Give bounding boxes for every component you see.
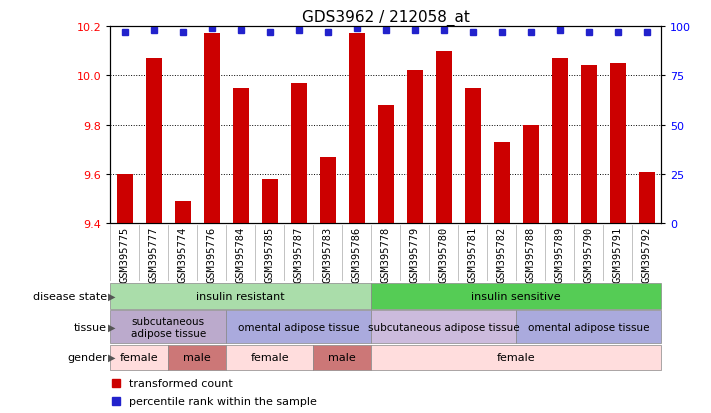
Bar <box>638 172 655 224</box>
Text: ▶: ▶ <box>108 322 116 332</box>
Text: GSM395779: GSM395779 <box>410 226 419 282</box>
Bar <box>378 106 394 224</box>
Bar <box>493 142 510 224</box>
Text: GSM395791: GSM395791 <box>613 226 623 282</box>
Text: insulin sensitive: insulin sensitive <box>471 291 561 301</box>
Text: subcutaneous adipose tissue: subcutaneous adipose tissue <box>368 322 520 332</box>
Text: GSM395774: GSM395774 <box>178 226 188 282</box>
Text: GSM395780: GSM395780 <box>439 226 449 282</box>
Text: male: male <box>183 352 211 362</box>
Text: transformed count: transformed count <box>129 378 233 388</box>
Text: disease state: disease state <box>33 291 107 301</box>
Text: GSM395789: GSM395789 <box>555 226 565 282</box>
Bar <box>465 88 481 224</box>
Text: subcutaneous
adipose tissue: subcutaneous adipose tissue <box>131 316 205 338</box>
Bar <box>204 34 220 224</box>
Bar <box>320 157 336 224</box>
Text: GSM395776: GSM395776 <box>207 226 217 282</box>
Text: male: male <box>328 352 356 362</box>
Text: omental adipose tissue: omental adipose tissue <box>528 322 649 332</box>
Bar <box>262 180 278 224</box>
Bar <box>110 283 371 309</box>
Bar <box>169 345 226 370</box>
Text: ▶: ▶ <box>108 352 116 362</box>
Text: GSM395777: GSM395777 <box>149 226 159 282</box>
Text: GSM395787: GSM395787 <box>294 226 304 282</box>
Text: GSM395781: GSM395781 <box>468 226 478 282</box>
Text: female: female <box>120 352 159 362</box>
Bar <box>552 59 567 224</box>
Bar <box>581 66 597 224</box>
Text: GSM395790: GSM395790 <box>584 226 594 282</box>
Text: gender: gender <box>67 352 107 362</box>
Bar <box>110 311 226 344</box>
Bar <box>175 202 191 224</box>
Text: percentile rank within the sample: percentile rank within the sample <box>129 396 317 406</box>
Text: GSM395775: GSM395775 <box>119 226 129 282</box>
Text: GSM395782: GSM395782 <box>497 226 507 282</box>
Bar <box>610 64 626 224</box>
Bar <box>371 311 516 344</box>
Bar <box>348 34 365 224</box>
Text: GSM395785: GSM395785 <box>264 226 274 282</box>
Text: GSM395788: GSM395788 <box>525 226 535 282</box>
Bar <box>291 83 306 224</box>
Text: GSM395783: GSM395783 <box>323 226 333 282</box>
Text: ▶: ▶ <box>108 291 116 301</box>
Bar <box>371 283 661 309</box>
Text: GSM395786: GSM395786 <box>352 226 362 282</box>
Bar <box>226 311 371 344</box>
Bar <box>516 311 661 344</box>
Text: omental adipose tissue: omental adipose tissue <box>238 322 360 332</box>
Text: insulin resistant: insulin resistant <box>196 291 285 301</box>
Bar <box>232 88 249 224</box>
Text: GSM395792: GSM395792 <box>642 226 652 282</box>
Text: female: female <box>497 352 535 362</box>
Bar <box>371 345 661 370</box>
Text: female: female <box>250 352 289 362</box>
Text: GSM395778: GSM395778 <box>380 226 391 282</box>
Bar <box>146 59 161 224</box>
Bar <box>407 71 423 224</box>
Bar <box>117 175 133 224</box>
Bar <box>110 345 169 370</box>
Title: GDS3962 / 212058_at: GDS3962 / 212058_at <box>301 9 470 26</box>
Text: GSM395784: GSM395784 <box>236 226 246 282</box>
Bar <box>226 345 314 370</box>
Bar <box>436 52 451 224</box>
Bar <box>523 125 539 224</box>
Text: tissue: tissue <box>74 322 107 332</box>
Bar <box>314 345 371 370</box>
